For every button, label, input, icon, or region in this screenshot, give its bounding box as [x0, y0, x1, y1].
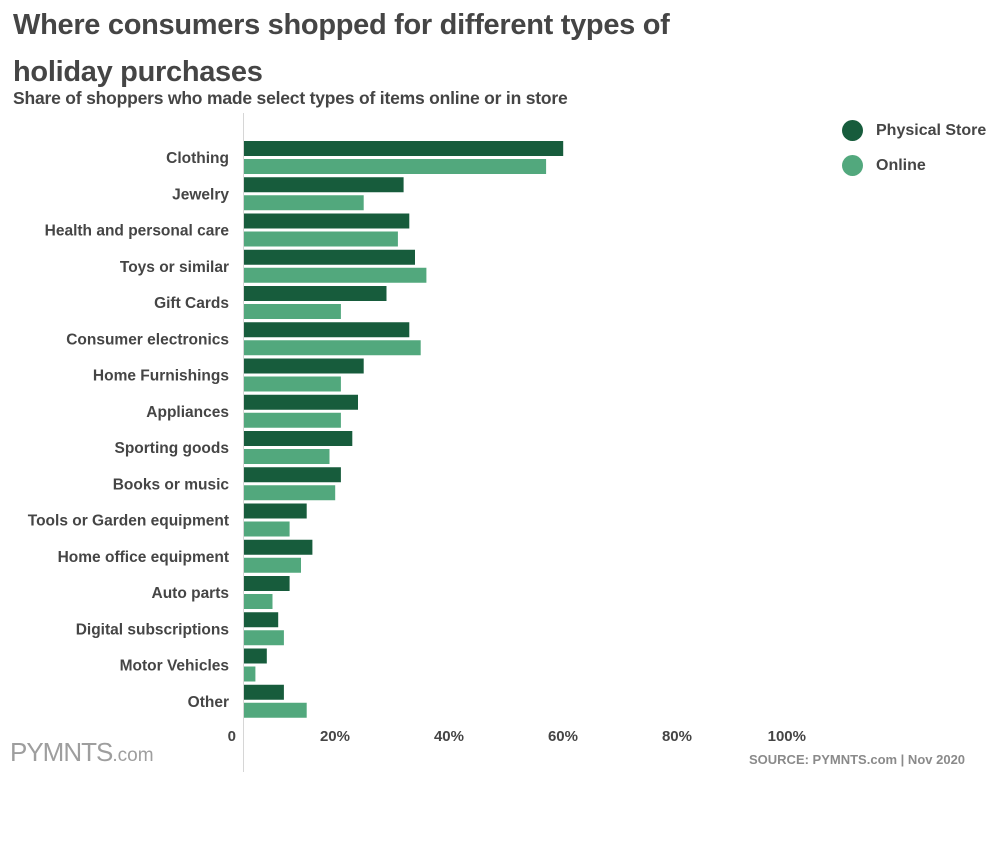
category-label: Toys or similar	[120, 259, 229, 276]
bar-online	[244, 702, 307, 718]
bar-online	[244, 376, 341, 392]
category-label: Consumer electronics	[66, 331, 229, 348]
bar-online	[244, 666, 256, 682]
bar-physical-store	[244, 358, 364, 374]
bar-online	[244, 521, 290, 537]
legend-swatch-physical-store	[842, 120, 863, 141]
bar-physical-store	[244, 648, 267, 664]
bar-online	[244, 159, 547, 174]
category-label: Home Furnishings	[93, 368, 229, 385]
bar-physical-store	[244, 612, 279, 628]
bar-physical-store	[244, 467, 341, 483]
source-note: SOURCE: PYMNTS.com | Nov 2020	[749, 752, 966, 767]
category-label: Home office equipment	[58, 549, 229, 566]
bar-online	[244, 594, 273, 609]
x-tick-label: 80%	[662, 728, 692, 745]
chart-title: Where consumers shopped for different ty…	[13, 9, 670, 88]
category-label: Appliances	[146, 404, 229, 421]
bar-physical-store	[244, 394, 358, 410]
x-tick-label: 40%	[434, 728, 464, 745]
bar-physical-store	[244, 503, 307, 519]
bar-physical-store	[244, 141, 564, 156]
legend-label-physical-store: Physical Store	[876, 121, 987, 139]
legend-swatch-online	[842, 155, 863, 176]
category-label: Digital subscriptions	[76, 621, 229, 638]
bar-physical-store	[244, 684, 284, 700]
logo-suffix: .com	[112, 745, 154, 766]
bar-online	[244, 485, 336, 501]
category-label: Jewelry	[172, 186, 229, 203]
x-tick-label: 100%	[768, 728, 806, 745]
category-label: Gift Cards	[154, 295, 229, 312]
category-label: Sporting goods	[114, 440, 229, 457]
bar-online	[244, 412, 341, 428]
bar-online	[244, 195, 364, 211]
bar-physical-store	[244, 576, 290, 591]
bar-online	[244, 231, 398, 247]
bar-online	[244, 630, 284, 646]
bar-physical-store	[244, 249, 415, 265]
x-tick-label: 20%	[320, 728, 350, 745]
category-label: Other	[188, 694, 229, 711]
bar-online	[244, 267, 427, 283]
category-label: Motor Vehicles	[120, 658, 229, 675]
bar-physical-store	[244, 431, 353, 446]
x-tick-label: 0	[228, 728, 236, 745]
category-label: Tools or Garden equipment	[28, 513, 229, 530]
legend-label-online: Online	[876, 156, 926, 174]
legend-item-online: Online	[842, 148, 986, 183]
bar-physical-store	[244, 286, 387, 301]
bar-physical-store	[244, 177, 404, 193]
bar-physical-store	[244, 539, 313, 555]
logo-main: PYMNTS	[10, 737, 113, 767]
category-label: Auto parts	[152, 585, 230, 602]
bar-online	[244, 340, 421, 356]
bar-physical-store	[244, 322, 410, 338]
legend: Physical Store Online	[842, 113, 986, 183]
bar-online	[244, 304, 341, 319]
category-label: Health and personal care	[45, 223, 230, 240]
x-tick-label: 60%	[548, 728, 578, 745]
chart-subtitle: Share of shoppers who made select types …	[13, 88, 568, 108]
bar-online	[244, 449, 330, 464]
bar-physical-store	[244, 213, 410, 229]
category-label: Clothing	[166, 150, 229, 167]
category-label: Books or music	[113, 476, 230, 493]
legend-item-physical-store: Physical Store	[842, 113, 986, 148]
bar-online	[244, 557, 301, 573]
pymnts-logo: PYMNTS.com	[10, 737, 154, 768]
